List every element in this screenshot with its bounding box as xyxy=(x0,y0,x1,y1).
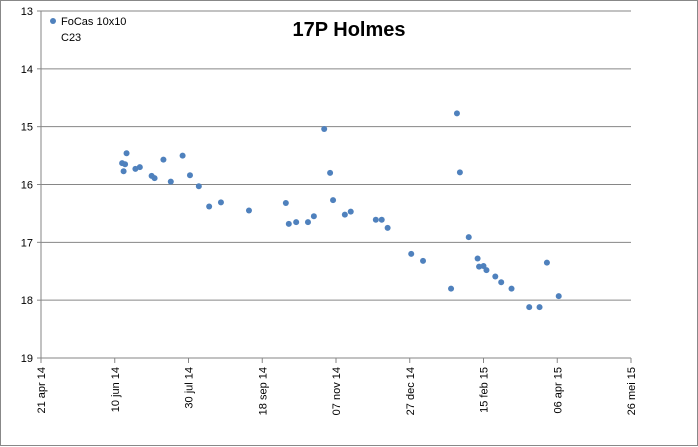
data-point xyxy=(282,200,289,207)
data-point xyxy=(217,199,224,206)
gridlines xyxy=(41,10,631,359)
x-tick-label: 15 feb 15 xyxy=(479,367,491,413)
data-point xyxy=(245,207,252,214)
data-point xyxy=(206,203,213,210)
data-point xyxy=(476,263,483,270)
data-point xyxy=(483,267,490,274)
x-tick-label: 10 jun 14 xyxy=(110,367,122,412)
x-axis-ticks: 21 apr 14 10 jun 14 30 jul 14 18 sep 14 07 n… xyxy=(36,358,638,415)
legend-entry-series: FoCas 10x10 xyxy=(61,16,126,28)
x-tick-label: 07 nov 14 xyxy=(331,367,343,415)
data-point xyxy=(526,304,533,311)
x-tick-label: 27 dec 14 xyxy=(405,367,417,415)
data-point xyxy=(508,285,515,292)
data-point xyxy=(555,293,562,300)
data-point xyxy=(160,156,167,163)
data-point xyxy=(341,211,348,218)
data-point xyxy=(310,213,317,220)
data-point xyxy=(321,125,328,132)
legend-marker xyxy=(50,18,56,24)
y-tick-label: 16 xyxy=(21,180,33,192)
data-point xyxy=(456,169,463,176)
data-point xyxy=(372,216,379,223)
data-point xyxy=(474,255,481,262)
data-point xyxy=(498,279,505,286)
data-point xyxy=(536,304,543,311)
y-tick-label: 15 xyxy=(21,122,33,134)
data-point xyxy=(453,110,460,117)
data-point xyxy=(492,273,499,280)
x-tick-label: 06 apr 15 xyxy=(552,367,564,413)
data-point xyxy=(167,178,174,185)
data-point xyxy=(285,220,292,227)
data-point xyxy=(378,216,385,223)
data-point xyxy=(327,169,334,176)
legend: FoCas 10x10 C23 xyxy=(50,16,126,44)
data-point xyxy=(186,172,193,179)
data-point xyxy=(304,219,311,226)
y-tick-label: 19 xyxy=(21,353,33,365)
data-point xyxy=(195,183,202,190)
data-point xyxy=(408,250,415,257)
x-tick-label: 26 mei 15 xyxy=(626,367,638,415)
data-point xyxy=(120,168,127,175)
y-tick-label: 14 xyxy=(21,64,33,76)
data-point xyxy=(122,161,129,168)
data-point xyxy=(347,208,354,215)
x-tick-label: 21 apr 14 xyxy=(36,367,48,413)
data-point xyxy=(465,234,472,241)
data-point xyxy=(123,150,130,157)
data-points xyxy=(119,110,562,311)
y-tick-label: 18 xyxy=(21,295,33,307)
data-point xyxy=(136,164,143,171)
y-tick-label: 17 xyxy=(21,237,33,249)
data-point xyxy=(293,219,300,226)
data-point xyxy=(151,175,158,182)
data-point xyxy=(384,224,391,231)
x-tick-label: 18 sep 14 xyxy=(257,367,269,415)
x-tick-label: 30 jul 14 xyxy=(184,367,196,409)
data-point xyxy=(330,197,337,204)
data-point xyxy=(448,285,455,292)
legend-entry-subtitle: C23 xyxy=(61,32,81,44)
y-axis-ticks: 13 14 15 16 17 18 19 xyxy=(21,6,41,365)
data-point xyxy=(543,259,550,266)
y-tick-label: 13 xyxy=(21,6,33,18)
chart-title: 17P Holmes xyxy=(292,19,405,41)
data-point xyxy=(420,257,427,264)
data-point xyxy=(179,152,186,159)
